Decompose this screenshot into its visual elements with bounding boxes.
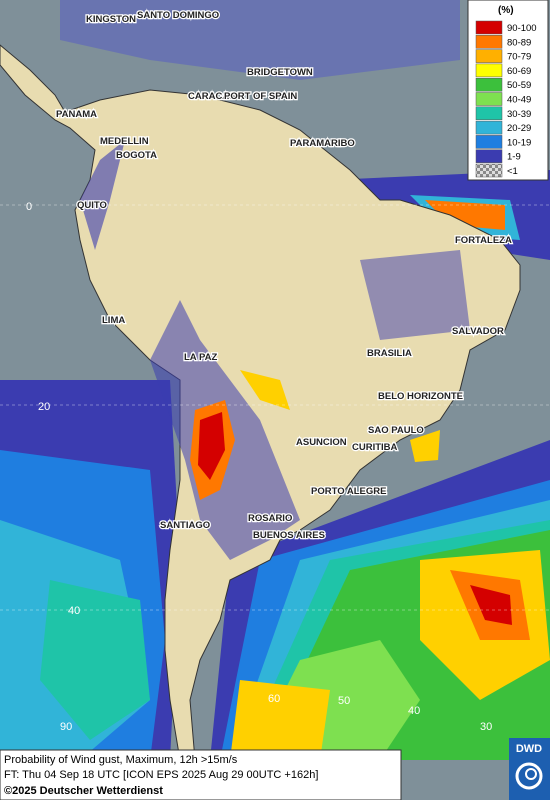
probability-field <box>0 0 550 760</box>
legend-swatch <box>475 163 503 178</box>
legend-label: 30-39 <box>507 109 531 120</box>
land-field <box>360 250 470 340</box>
logo-swirl <box>525 768 537 780</box>
city-label: PORTO ALEGRE <box>311 486 386 497</box>
city-label: SALVADOR <box>452 326 504 337</box>
legend-label: 70-79 <box>507 52 531 63</box>
legend-label: 10-19 <box>507 137 531 148</box>
graticule <box>0 204 550 611</box>
city-label: CURITIBA <box>352 442 398 453</box>
land <box>0 44 521 761</box>
logo-swirl <box>515 762 543 790</box>
city-label: BRASILIA <box>367 348 412 359</box>
city-label: QUITO <box>77 200 107 211</box>
land-field <box>80 140 125 250</box>
legend-swatch <box>475 106 503 121</box>
legend-swatch <box>475 63 503 78</box>
graticule-label: 30 <box>480 721 492 733</box>
graticule-label: 40 <box>68 605 80 617</box>
legend-label: 20-29 <box>507 123 531 134</box>
legend-label: 1-9 <box>507 152 521 163</box>
caption-line: FT: Thu 04 Sep 18 UTC [ICON EPS 2025 Aug… <box>4 769 318 781</box>
legend-swatch <box>475 49 503 63</box>
caption-box <box>0 749 402 800</box>
legend: (%) 90-100 80-89 70-79 60-69 50-59 40-49 30-39… <box>467 0 549 181</box>
city-label: MEDELLIN <box>100 136 149 147</box>
legend-swatch <box>475 135 503 149</box>
city-label: SANTO DOMINGO <box>137 10 219 21</box>
city-label: BUENOS AIRES <box>253 530 325 541</box>
legend-swatch <box>475 20 503 35</box>
legend-label: 80-89 <box>507 37 531 48</box>
legend-swatch <box>475 149 503 163</box>
city-label: BELO HORIZONTE <box>378 391 463 402</box>
caption-line: Probability of Wind gust, Maximum, 12h >… <box>4 754 238 766</box>
graticule-label: 50 <box>338 695 350 707</box>
city-label: KINGSTON <box>86 14 136 25</box>
legend-label: 90-100 <box>507 23 537 34</box>
logo-text: DWD <box>516 743 542 755</box>
land-field <box>198 412 225 480</box>
city-label: ROSARIO <box>248 513 292 524</box>
city-label: ASUNCION <box>296 437 347 448</box>
legend-label: 50-59 <box>507 80 531 91</box>
city-label: SAO PAULO <box>368 425 424 436</box>
city-label: PANAMA <box>56 109 97 120</box>
city-label: BRIDGETOWN <box>247 67 313 78</box>
legend-label: 40-49 <box>507 95 531 106</box>
legend-label: <1 <box>507 166 518 177</box>
city-label: PORT OF SPAIN <box>224 91 297 102</box>
land-field <box>240 370 290 410</box>
copyright: ©2025 Deutscher Wetterdienst <box>4 785 163 797</box>
legend-swatch <box>475 120 503 135</box>
graticule-label: 60 <box>268 693 280 705</box>
graticule-label: 90 <box>60 721 72 733</box>
city-label: LA PAZ <box>184 352 217 363</box>
city-label: BOGOTA <box>116 150 157 161</box>
graticule-label: 40 <box>408 705 420 717</box>
legend-swatch <box>475 77 503 92</box>
graticule-label: 20 <box>38 401 50 413</box>
graticule-label: 0 <box>26 201 32 213</box>
city-label: FORTALEZA <box>455 235 512 246</box>
legend-swatch <box>475 92 503 106</box>
city-label: PARAMARIBO <box>290 138 355 149</box>
city-label: LIMA <box>102 315 125 326</box>
legend-title: (%) <box>498 5 514 16</box>
city-label: SANTIAGO <box>160 520 210 531</box>
legend-swatch <box>475 35 503 49</box>
city-label: CARACAS <box>188 91 236 102</box>
legend-label: 60-69 <box>507 66 531 77</box>
land-field <box>410 430 440 462</box>
